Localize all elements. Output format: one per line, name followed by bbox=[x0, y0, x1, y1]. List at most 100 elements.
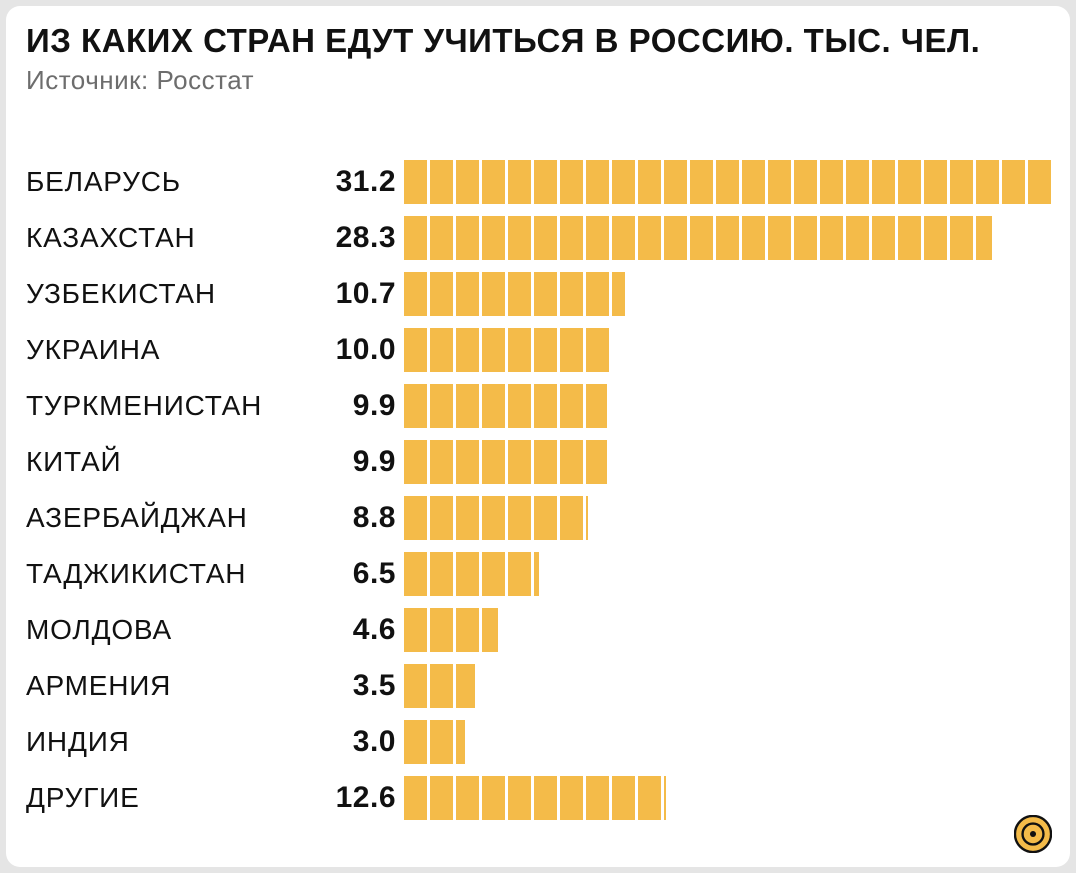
bar-segment bbox=[976, 160, 999, 204]
bar-segment bbox=[404, 440, 427, 484]
bar-segment bbox=[560, 776, 583, 820]
bar-segment bbox=[586, 272, 609, 316]
value-label: 3.0 bbox=[286, 725, 404, 759]
bar-segment bbox=[430, 664, 453, 708]
chart-title: ИЗ КАКИХ СТРАН ЕДУТ УЧИТЬСЯ В РОССИЮ. ТЫ… bbox=[26, 24, 1050, 59]
bar-segment bbox=[456, 496, 479, 540]
bar-segment bbox=[560, 272, 583, 316]
bar-segment bbox=[534, 328, 557, 372]
bar-segment bbox=[430, 328, 453, 372]
bar-segment bbox=[456, 776, 479, 820]
country-label: ИНДИЯ bbox=[26, 726, 286, 758]
bar-segment bbox=[560, 496, 583, 540]
chart-row: КАЗАХСТАН28.3 bbox=[26, 210, 1050, 266]
bar-segment bbox=[846, 160, 869, 204]
chart-row: ИНДИЯ3.0 bbox=[26, 714, 1050, 770]
bar-segment bbox=[482, 216, 505, 260]
bar-segment bbox=[430, 384, 453, 428]
bar-segment bbox=[482, 328, 505, 372]
country-label: АЗЕРБАЙДЖАН bbox=[26, 502, 286, 534]
bar-segment bbox=[482, 272, 505, 316]
bar-segment bbox=[950, 160, 973, 204]
bar-segment bbox=[586, 776, 609, 820]
bar-segment bbox=[430, 496, 453, 540]
bar-segment bbox=[950, 216, 973, 260]
bar-segment bbox=[716, 216, 739, 260]
bar-segment bbox=[794, 216, 817, 260]
bar bbox=[404, 328, 1050, 372]
bar-segment bbox=[534, 216, 557, 260]
bar-segment bbox=[404, 328, 427, 372]
bar-segment bbox=[430, 160, 453, 204]
bar-segment bbox=[586, 328, 609, 372]
bar-segment bbox=[742, 216, 765, 260]
bar-segment bbox=[586, 160, 609, 204]
bar-segment bbox=[404, 272, 427, 316]
bar-segment bbox=[456, 384, 479, 428]
bar-segment bbox=[586, 216, 609, 260]
bar-segment bbox=[404, 496, 427, 540]
country-label: КАЗАХСТАН bbox=[26, 222, 286, 254]
bar bbox=[404, 216, 1050, 260]
bar-segment bbox=[430, 216, 453, 260]
bar bbox=[404, 776, 1050, 820]
bar bbox=[404, 496, 1050, 540]
value-label: 8.8 bbox=[286, 501, 404, 535]
country-label: ТУРКМЕНИСТАН bbox=[26, 390, 286, 422]
bar-segment bbox=[638, 160, 661, 204]
bar-segment bbox=[534, 496, 557, 540]
bar-segment bbox=[638, 216, 661, 260]
value-label: 10.0 bbox=[286, 333, 404, 367]
bar-segment bbox=[872, 160, 895, 204]
bar-segment bbox=[534, 552, 539, 596]
bar-segment bbox=[612, 776, 635, 820]
bar-segment bbox=[664, 776, 666, 820]
bar-segment bbox=[482, 384, 505, 428]
bar-segment bbox=[560, 440, 583, 484]
bar bbox=[404, 664, 1050, 708]
value-label: 28.3 bbox=[286, 221, 404, 255]
bar-segment bbox=[924, 216, 947, 260]
bar bbox=[404, 552, 1050, 596]
bar-segment bbox=[586, 496, 588, 540]
bar-segment bbox=[508, 216, 531, 260]
bar-segment bbox=[534, 440, 557, 484]
bar-segment bbox=[430, 776, 453, 820]
bar-segment bbox=[482, 608, 498, 652]
bar-segment bbox=[1002, 160, 1025, 204]
value-label: 10.7 bbox=[286, 277, 404, 311]
chart-row: ТУРКМЕНИСТАН9.9 bbox=[26, 378, 1050, 434]
bar-segment bbox=[586, 384, 607, 428]
bar-segment bbox=[560, 328, 583, 372]
value-label: 4.6 bbox=[286, 613, 404, 647]
bar-segment bbox=[456, 440, 479, 484]
bar-segment bbox=[404, 160, 427, 204]
value-label: 9.9 bbox=[286, 389, 404, 423]
bar-segment bbox=[612, 216, 635, 260]
bar-segment bbox=[534, 384, 557, 428]
country-label: УКРАИНА bbox=[26, 334, 286, 366]
bar-segment bbox=[508, 776, 531, 820]
bar-segment bbox=[846, 216, 869, 260]
bar-segment bbox=[404, 720, 427, 764]
bar-segment bbox=[586, 440, 607, 484]
bar-segment bbox=[404, 776, 427, 820]
bar-segment bbox=[768, 216, 791, 260]
bar-segment bbox=[794, 160, 817, 204]
bar-segment bbox=[664, 216, 687, 260]
chart-row: АРМЕНИЯ3.5 bbox=[26, 658, 1050, 714]
bar-segment bbox=[560, 216, 583, 260]
bar-segment bbox=[456, 160, 479, 204]
bar bbox=[404, 720, 1050, 764]
bar-segment bbox=[976, 216, 992, 260]
bar-segment bbox=[404, 552, 427, 596]
bar-segment bbox=[612, 272, 625, 316]
bar bbox=[404, 608, 1050, 652]
bar-segment bbox=[456, 608, 479, 652]
bar-segment bbox=[430, 608, 453, 652]
country-label: КИТАЙ bbox=[26, 446, 286, 478]
chart-row: ТАДЖИКИСТАН6.5 bbox=[26, 546, 1050, 602]
bar-segment bbox=[456, 328, 479, 372]
bar bbox=[404, 272, 1050, 316]
bar-segment bbox=[820, 216, 843, 260]
